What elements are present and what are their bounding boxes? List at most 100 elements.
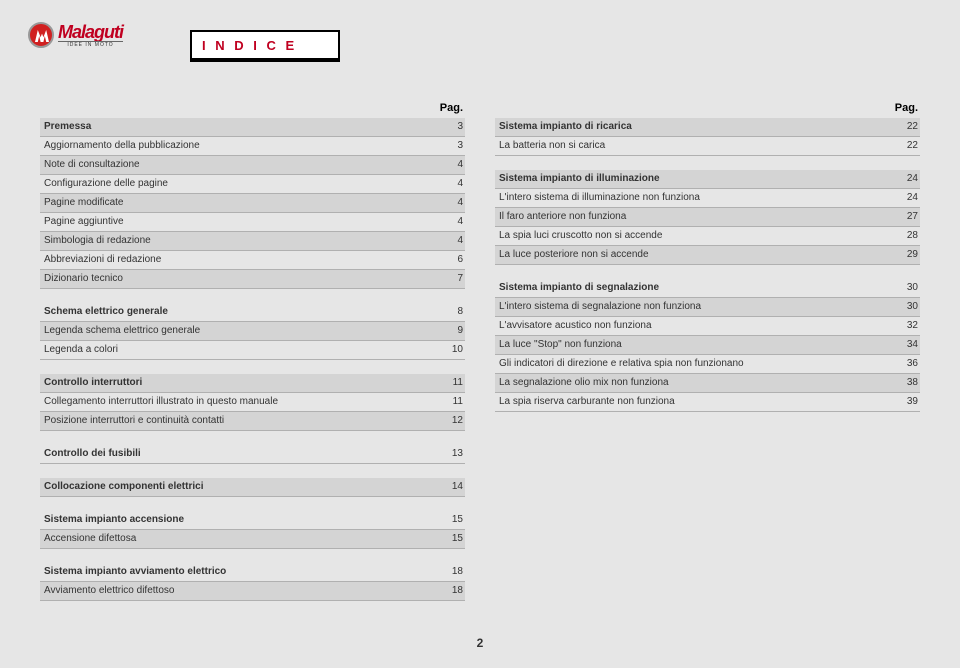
index-row: Sistema impianto avviamento elettrico18 xyxy=(40,563,465,582)
index-gap xyxy=(40,549,465,563)
index-row: Posizione interruttori e continuità cont… xyxy=(40,412,465,431)
index-row-page: 24 xyxy=(892,191,918,205)
index-row: Aggiornamento della pubblicazione3 xyxy=(40,137,465,156)
index-gap xyxy=(40,497,465,511)
index-row-page: 9 xyxy=(437,324,463,338)
index-row: Il faro anteriore non funziona27 xyxy=(495,208,920,227)
index-row: Note di consultazione4 xyxy=(40,156,465,175)
index-row-page: 24 xyxy=(892,172,918,186)
index-row-label: Configurazione delle pagine xyxy=(44,177,437,191)
pag-header-left: Pag. xyxy=(40,102,465,114)
index-row-page: 28 xyxy=(892,229,918,243)
index-row-page: 15 xyxy=(437,532,463,546)
index-row: Sistema impianto accensione15 xyxy=(40,511,465,530)
index-row: La batteria non si carica22 xyxy=(495,137,920,156)
index-row-page: 39 xyxy=(892,395,918,409)
brand-mark-icon xyxy=(28,22,54,48)
index-row-page: 18 xyxy=(437,584,463,598)
index-row-page: 30 xyxy=(892,281,918,295)
index-gap xyxy=(495,156,920,170)
index-columns: Pag. Premessa3Aggiornamento della pubbli… xyxy=(40,102,920,601)
index-row-label: Pagine aggiuntive xyxy=(44,215,437,229)
index-row-label: L'intero sistema di illuminazione non fu… xyxy=(499,191,892,205)
index-row: Accensione difettosa15 xyxy=(40,530,465,549)
page-number: 2 xyxy=(0,636,960,650)
index-gap xyxy=(495,265,920,279)
index-row: La spia luci cruscotto non si accende28 xyxy=(495,227,920,246)
index-row: Sistema impianto di segnalazione30 xyxy=(495,279,920,298)
index-row-label: Dizionario tecnico xyxy=(44,272,437,286)
index-row-page: 3 xyxy=(437,120,463,134)
index-row: La luce "Stop" non funziona34 xyxy=(495,336,920,355)
index-row-label: La batteria non si carica xyxy=(499,139,892,153)
index-row-label: Sistema impianto di illuminazione xyxy=(499,172,892,186)
index-row-page: 11 xyxy=(437,376,463,390)
index-row-label: La luce "Stop" non funziona xyxy=(499,338,892,352)
index-row-label: Collocazione componenti elettrici xyxy=(44,480,437,494)
index-row-label: Avviamento elettrico difettoso xyxy=(44,584,437,598)
index-row-label: Gli indicatori di direzione e relativa s… xyxy=(499,357,892,371)
index-row: Collegamento interruttori illustrato in … xyxy=(40,393,465,412)
index-row-page: 4 xyxy=(437,177,463,191)
index-row: Controllo interruttori11 xyxy=(40,374,465,393)
index-row-page: 36 xyxy=(892,357,918,371)
index-row-page: 6 xyxy=(437,253,463,267)
index-row-label: Pagine modificate xyxy=(44,196,437,210)
brand-tagline: IDEE IN MOTO xyxy=(58,41,123,48)
index-row-label: Aggiornamento della pubblicazione xyxy=(44,139,437,153)
index-row-page: 8 xyxy=(437,305,463,319)
index-row-label: La luce posteriore non si accende xyxy=(499,248,892,262)
index-row: Gli indicatori di direzione e relativa s… xyxy=(495,355,920,374)
index-row: L'intero sistema di illuminazione non fu… xyxy=(495,189,920,208)
index-right-column: Pag. Sistema impianto di ricarica22La ba… xyxy=(495,102,920,601)
index-row-page: 14 xyxy=(437,480,463,494)
index-row-page: 38 xyxy=(892,376,918,390)
index-row-label: Controllo interruttori xyxy=(44,376,437,390)
index-row-page: 4 xyxy=(437,158,463,172)
index-row-page: 4 xyxy=(437,234,463,248)
index-row-page: 4 xyxy=(437,215,463,229)
index-gap xyxy=(40,431,465,445)
index-row-label: Sistema impianto accensione xyxy=(44,513,437,527)
index-row-page: 12 xyxy=(437,414,463,428)
index-row: L'avvisatore acustico non funziona32 xyxy=(495,317,920,336)
index-row-label: Note di consultazione xyxy=(44,158,437,172)
index-row-label: Abbreviazioni di redazione xyxy=(44,253,437,267)
index-row: Schema elettrico generale8 xyxy=(40,303,465,322)
index-row-label: Accensione difettosa xyxy=(44,532,437,546)
index-row: Sistema impianto di ricarica22 xyxy=(495,118,920,137)
brand-logo: Malaguti IDEE IN MOTO xyxy=(28,22,178,48)
brand-name: Malaguti xyxy=(58,23,123,41)
page-title: I N D I C E xyxy=(202,38,297,53)
index-row: Sistema impianto di illuminazione24 xyxy=(495,170,920,189)
index-row: Dizionario tecnico7 xyxy=(40,270,465,289)
index-row-page: 18 xyxy=(437,565,463,579)
index-row-label: Controllo dei fusibili xyxy=(44,447,437,461)
index-row-label: Legenda schema elettrico generale xyxy=(44,324,437,338)
index-row: Pagine aggiuntive4 xyxy=(40,213,465,232)
index-gap xyxy=(40,464,465,478)
index-row: La spia riserva carburante non funziona3… xyxy=(495,393,920,412)
index-row-label: Sistema impianto avviamento elettrico xyxy=(44,565,437,579)
index-row: Pagine modificate4 xyxy=(40,194,465,213)
index-row-page: 3 xyxy=(437,139,463,153)
index-row-label: La spia luci cruscotto non si accende xyxy=(499,229,892,243)
page-title-box: I N D I C E xyxy=(190,30,340,62)
index-row-label: L'intero sistema di segnalazione non fun… xyxy=(499,300,892,314)
index-row: Premessa3 xyxy=(40,118,465,137)
index-row-label: Il faro anteriore non funziona xyxy=(499,210,892,224)
index-row-page: 15 xyxy=(437,513,463,527)
index-row: Controllo dei fusibili13 xyxy=(40,445,465,464)
index-row-page: 30 xyxy=(892,300,918,314)
index-row-label: Premessa xyxy=(44,120,437,134)
index-row-page: 10 xyxy=(437,343,463,357)
index-row-label: Collegamento interruttori illustrato in … xyxy=(44,395,437,409)
index-row-page: 27 xyxy=(892,210,918,224)
index-gap xyxy=(40,360,465,374)
index-row: La segnalazione olio mix non funziona38 xyxy=(495,374,920,393)
index-row-page: 22 xyxy=(892,120,918,134)
index-row: Abbreviazioni di redazione6 xyxy=(40,251,465,270)
index-row: La luce posteriore non si accende29 xyxy=(495,246,920,265)
index-row-label: Sistema impianto di segnalazione xyxy=(499,281,892,295)
index-row-label: Schema elettrico generale xyxy=(44,305,437,319)
